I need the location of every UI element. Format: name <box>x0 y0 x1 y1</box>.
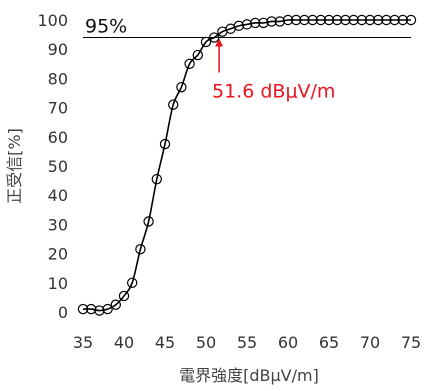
x-tick-label: 70 <box>360 333 380 352</box>
data-point <box>126 277 138 288</box>
data-point <box>110 299 122 310</box>
data-point <box>167 99 179 110</box>
data-point <box>373 14 384 26</box>
data-point <box>208 32 220 43</box>
y-tick-label: 30 <box>48 215 68 234</box>
y-axis-ticks: 0 10 20 30 40 50 60 70 80 90 100 <box>37 11 68 322</box>
data-point <box>192 49 203 61</box>
y-axis-title: 正受信[%] <box>5 128 24 204</box>
data-point <box>266 16 277 27</box>
annotation-label: 51.6 dBμV/m <box>212 81 335 103</box>
series-markers <box>77 14 417 316</box>
x-tick-label: 55 <box>237 333 257 352</box>
x-tick-label: 45 <box>155 333 175 352</box>
y-tick-label: 40 <box>48 186 68 205</box>
data-point <box>102 303 113 315</box>
data-point <box>118 290 130 302</box>
y-tick-label: 20 <box>48 245 68 264</box>
y-tick-label: 100 <box>37 11 68 30</box>
data-point <box>307 14 318 26</box>
y-tick-label: 80 <box>48 69 68 88</box>
data-point <box>364 14 376 26</box>
data-point <box>135 244 146 255</box>
data-point <box>159 138 171 150</box>
data-point <box>233 20 244 32</box>
data-point <box>332 14 343 26</box>
data-point <box>249 17 261 29</box>
data-point <box>176 81 187 93</box>
data-point <box>405 14 417 26</box>
y-tick-label: 10 <box>48 274 68 293</box>
data-point <box>389 14 400 26</box>
data-point <box>397 14 408 26</box>
data-point <box>258 17 269 29</box>
data-point <box>274 16 285 27</box>
annotation-arrowhead <box>215 38 224 47</box>
x-tick-label: 50 <box>196 333 216 352</box>
data-point <box>143 216 154 227</box>
data-point <box>282 14 294 26</box>
x-tick-label: 75 <box>401 333 421 352</box>
data-point <box>77 303 89 315</box>
data-point <box>315 14 326 26</box>
data-point <box>200 36 212 48</box>
data-point <box>299 14 310 26</box>
data-point <box>348 14 359 26</box>
y-tick-label: 50 <box>48 157 68 176</box>
reference-line-label: 95% <box>85 16 127 38</box>
x-tick-label: 35 <box>73 333 93 352</box>
data-point <box>85 303 97 315</box>
data-point <box>94 305 105 316</box>
data-point <box>323 14 335 26</box>
x-axis-title: 電界強度[dBμV/m] <box>179 366 319 385</box>
x-tick-label: 60 <box>278 333 298 352</box>
series-line <box>82 19 411 312</box>
x-tick-label: 40 <box>114 333 134 352</box>
data-point <box>291 14 302 26</box>
data-point <box>381 14 392 26</box>
data-point <box>151 173 162 185</box>
data-point <box>241 19 253 30</box>
data-point <box>184 58 195 70</box>
x-tick-label: 65 <box>319 333 339 352</box>
y-tick-label: 70 <box>48 99 68 118</box>
data-point <box>340 14 351 26</box>
y-tick-label: 0 <box>58 303 68 322</box>
y-tick-label: 90 <box>48 40 68 59</box>
y-tick-label: 60 <box>48 128 68 147</box>
x-axis-ticks: 35 40 45 50 55 60 65 70 75 <box>73 333 421 352</box>
data-point <box>356 14 367 26</box>
